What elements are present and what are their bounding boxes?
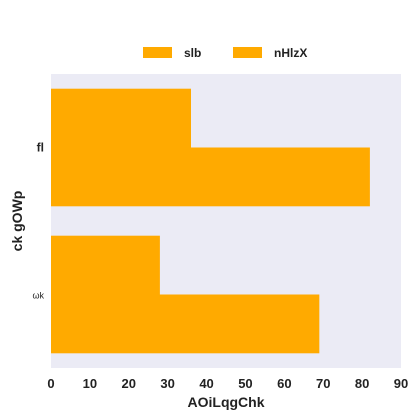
x-tick-label-2: 20 <box>122 376 136 391</box>
bar-slb-0 <box>51 88 191 148</box>
x-tick-label-0: 0 <box>47 376 54 391</box>
x-tick-label-8: 80 <box>355 376 369 391</box>
y-category-labels: fl ωk <box>32 141 44 301</box>
x-tick-label-4: 40 <box>199 376 213 391</box>
legend-label-nhlzx: nHlzX <box>274 46 307 60</box>
x-tick-label-3: 30 <box>160 376 174 391</box>
legend-swatch-nhlzx <box>233 47 262 58</box>
bars-group <box>51 88 370 354</box>
x-axis-title: AOiLqgChk <box>188 394 265 410</box>
x-tick-label-9: 90 <box>394 376 408 391</box>
x-tick-label-1: 10 <box>83 376 97 391</box>
y-axis-title: ck gOWp <box>9 191 25 252</box>
x-tick-label-5: 50 <box>238 376 252 391</box>
bar-nHlzX-0 <box>51 147 370 207</box>
y-category-label-1: ωk <box>32 291 44 301</box>
bar-slb-1 <box>51 235 160 295</box>
y-category-label-0: fl <box>37 141 44 155</box>
legend-label-slb: slb <box>184 46 201 60</box>
x-tick-labels: 0 10 20 30 40 50 60 70 80 90 <box>47 376 408 391</box>
legend: slb nHlzX <box>143 46 307 60</box>
x-tick-label-7: 70 <box>316 376 330 391</box>
x-tick-label-6: 60 <box>277 376 291 391</box>
legend-swatch-slb <box>143 47 172 58</box>
bar-nHlzX-1 <box>51 294 320 354</box>
